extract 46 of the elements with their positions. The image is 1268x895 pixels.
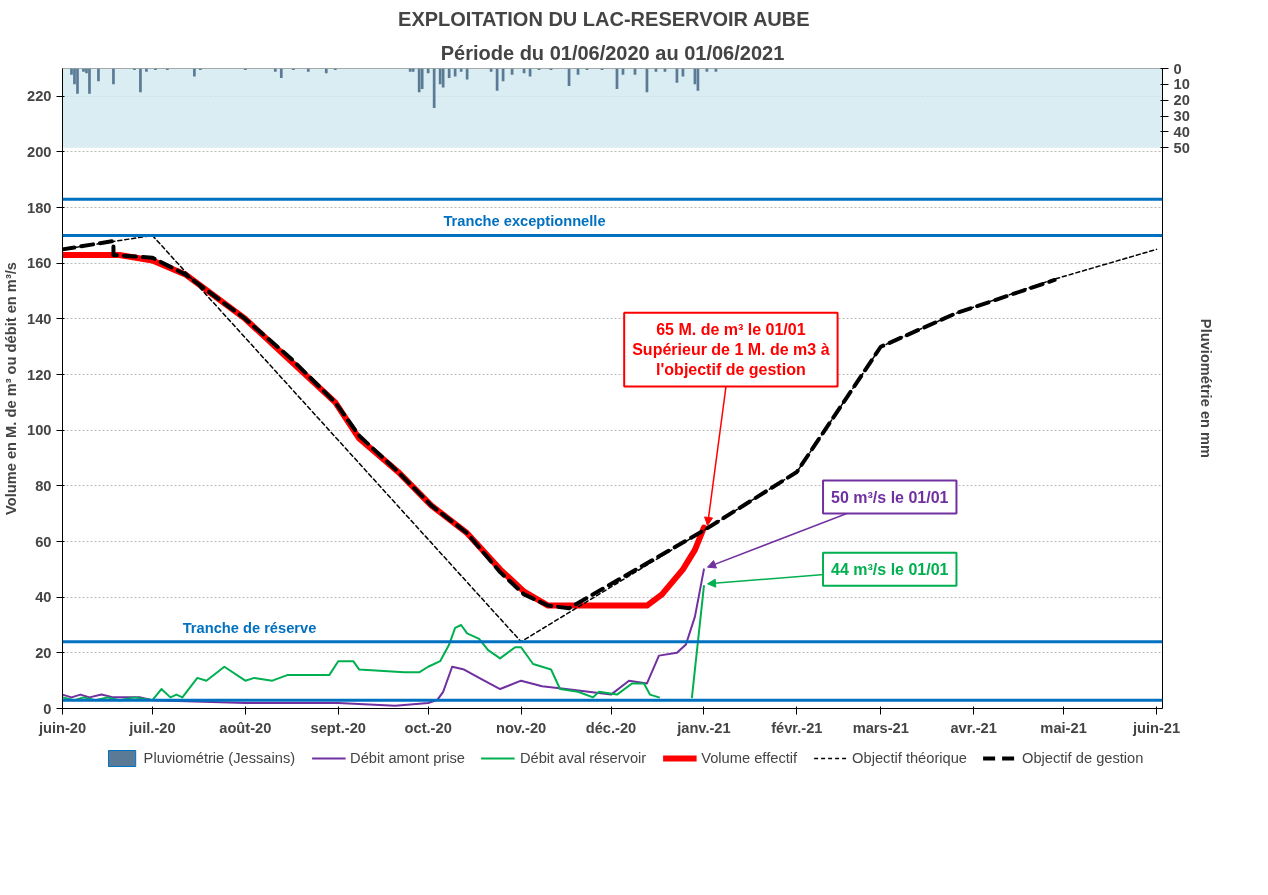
annotation: 44 m³/s le 01/01 <box>831 560 949 578</box>
chart-subtitle: Période du 01/06/2020 au 01/06/2021 <box>440 41 785 64</box>
legend-label: Volume effectif <box>701 750 798 766</box>
x-tick-label: juil.-20 <box>128 719 176 736</box>
y-tick-label: 200 <box>27 143 52 160</box>
y-tick-label: 20 <box>35 644 52 661</box>
y2-tick-label: 10 <box>1173 76 1190 93</box>
y-axis-title: Volume en M. de m³ ou débit en m³/s <box>3 262 20 515</box>
ref-line-label: Tranche de réserve <box>182 619 317 636</box>
legend-label: Objectif théorique <box>852 750 967 766</box>
x-tick-label: nov.-20 <box>495 719 547 736</box>
x-tick-label: sept.-20 <box>310 719 366 736</box>
x-tick-label: juin-20 <box>37 719 87 736</box>
x-tick-label: août-20 <box>219 719 272 736</box>
y-tick-label: 220 <box>27 88 52 105</box>
x-tick-label: avr.-21 <box>950 719 997 736</box>
y-tick-label: 40 <box>35 589 52 606</box>
y-tick-label: 140 <box>27 310 52 327</box>
x-tick-label: juin-21 <box>1131 719 1181 736</box>
chart-title: EXPLOITATION DU LAC-RESERVOIR AUBE <box>398 7 810 30</box>
y-tick-label: 60 <box>35 533 52 550</box>
y2-tick-label: 20 <box>1173 92 1190 109</box>
x-tick-label: mai-21 <box>1040 719 1087 736</box>
y-tick-label: 120 <box>27 366 52 383</box>
annotation: 65 M. de m³ le 01/01 Supérieur de 1 M. de m3 à l'objectif de gestion <box>632 320 830 379</box>
y2-tick-label: 40 <box>1173 123 1190 140</box>
x-tick-label: janv.-21 <box>676 719 731 736</box>
y2-tick-label: 0 <box>1173 60 1182 77</box>
x-tick-label: mars-21 <box>852 719 909 736</box>
legend-label: Pluviométrie (Jessains) <box>143 750 296 766</box>
x-tick-label: févr.-21 <box>771 719 823 736</box>
y2-axis-title: Pluviométrie en mm <box>1197 318 1214 459</box>
y2-tick-label: 50 <box>1173 139 1190 156</box>
y-tick-label: 100 <box>27 422 52 439</box>
legend-label: Objectif de gestion <box>1021 750 1144 766</box>
legend-label: Débit aval réservoir <box>519 750 647 766</box>
ref-line-label: Tranche exceptionnelle <box>443 213 606 230</box>
y2-tick-label: 30 <box>1173 108 1190 125</box>
y-tick-label: 160 <box>27 255 52 272</box>
y-tick-label: 180 <box>27 199 52 216</box>
x-tick-label: oct.-20 <box>404 719 452 736</box>
x-tick-label: déc.-20 <box>585 719 637 736</box>
y-tick-label: 0 <box>43 700 52 717</box>
y-tick-label: 80 <box>35 477 52 494</box>
annotation: 50 m³/s le 01/01 <box>831 488 949 506</box>
legend-label: Débit amont prise <box>350 750 465 766</box>
